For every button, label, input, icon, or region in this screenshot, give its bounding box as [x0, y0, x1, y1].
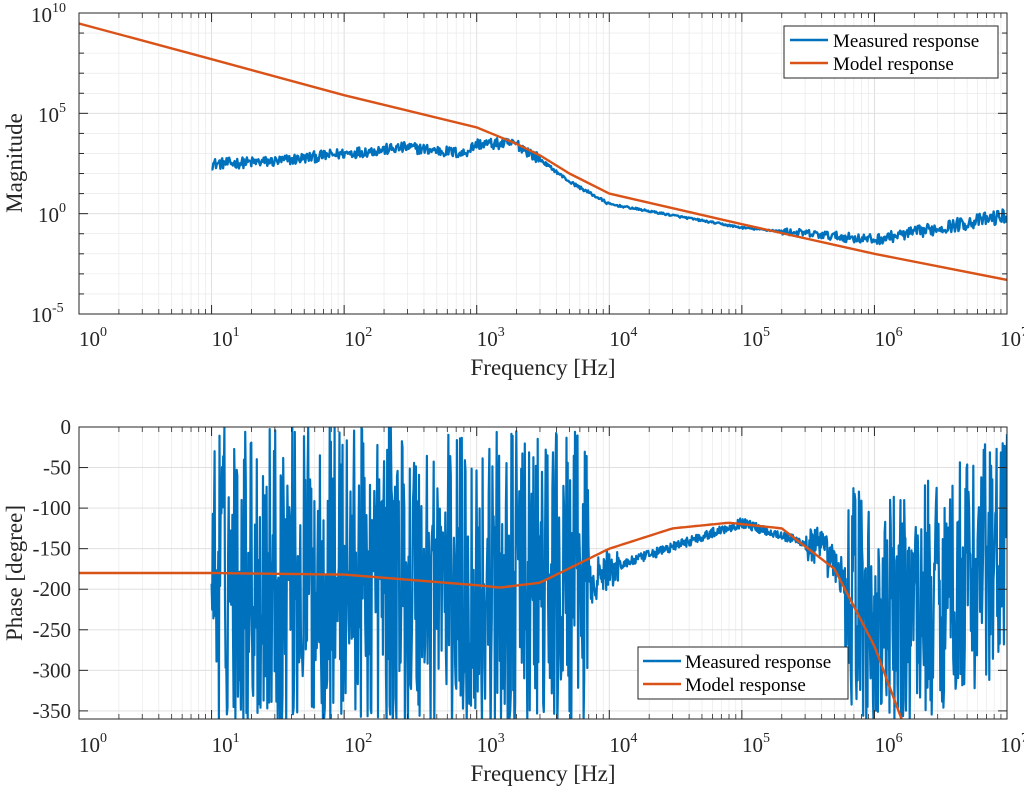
magnitude-x-tick-labels: 100 101 102 103 104 105 106 107	[79, 325, 1024, 351]
legend-model-label: Model response	[685, 675, 806, 696]
phase-ticks	[78, 426, 1008, 719]
x-tick-label: 107	[1000, 731, 1024, 757]
y-tick-label: -50	[43, 456, 71, 480]
phase-y-axis-label: Phase [degree]	[2, 505, 27, 641]
phase-model-line	[79, 521, 903, 719]
y-tick-label: -300	[33, 658, 72, 682]
magnitude-axes-box	[78, 12, 1008, 315]
x-tick-label: 106	[875, 731, 903, 757]
y-tick-label: 10-5	[31, 301, 64, 327]
phase-axes-box	[78, 426, 1008, 720]
legend-box	[783, 25, 999, 79]
legend-model-label: Model response	[833, 54, 954, 75]
legend-measured-label: Measured response	[685, 652, 831, 673]
x-tick-label: 104	[609, 731, 637, 757]
x-tick-label: 102	[344, 731, 372, 757]
x-tick-label: 101	[212, 325, 240, 351]
y-tick-label: 100	[38, 201, 66, 227]
x-tick-label: 106	[875, 325, 903, 351]
y-tick-label: 1010	[31, 1, 66, 27]
x-tick-label: 100	[79, 731, 107, 757]
phase-legend: Measured response Model response	[637, 646, 849, 700]
x-tick-label: 107	[1000, 325, 1024, 351]
y-tick-label: 0	[61, 415, 72, 439]
x-tick-label: 102	[344, 325, 372, 351]
phase-measured-line	[210, 427, 1007, 719]
legend-measured-label: Measured response	[833, 31, 979, 52]
phase-x-axis-label: Frequency [Hz]	[471, 761, 616, 786]
magnitude-y-axis-label: Magnitude	[2, 113, 27, 213]
magnitude-ticks	[78, 12, 1008, 315]
magnitude-measured-line	[211, 137, 1007, 246]
magnitude-x-axis-label: Frequency [Hz]	[471, 355, 616, 380]
y-tick-label: -350	[33, 699, 72, 723]
x-tick-label: 104	[609, 325, 637, 351]
y-tick-label: -100	[33, 496, 72, 520]
magnitude-y-tick-labels: 10-5 100 105 1010	[31, 1, 66, 327]
y-tick-label: 105	[38, 101, 66, 127]
legend-box	[637, 646, 849, 700]
x-tick-label: 105	[742, 731, 770, 757]
phase-chart: 100 101 102 103 104 105 106 107 0 -50 -100…	[2, 415, 1024, 786]
magnitude-model-line	[79, 22, 1007, 282]
y-tick-label: -200	[33, 577, 72, 601]
y-tick-label: -250	[33, 618, 72, 642]
y-tick-label: -150	[33, 537, 72, 561]
phase-x-tick-labels: 100 101 102 103 104 105 106 107	[79, 731, 1024, 757]
phase-y-tick-labels: 0 -50 -100 -150 -200 -250 -300 -350	[33, 415, 72, 723]
x-tick-label: 100	[79, 325, 107, 351]
magnitude-chart: 100 101 102 103 104 105 106 107 10-5 100…	[2, 1, 1024, 380]
x-tick-label: 105	[742, 325, 770, 351]
x-tick-label: 101	[212, 731, 240, 757]
x-tick-label: 103	[477, 325, 505, 351]
magnitude-legend: Measured response Model response	[783, 25, 999, 79]
x-tick-label: 103	[477, 731, 505, 757]
